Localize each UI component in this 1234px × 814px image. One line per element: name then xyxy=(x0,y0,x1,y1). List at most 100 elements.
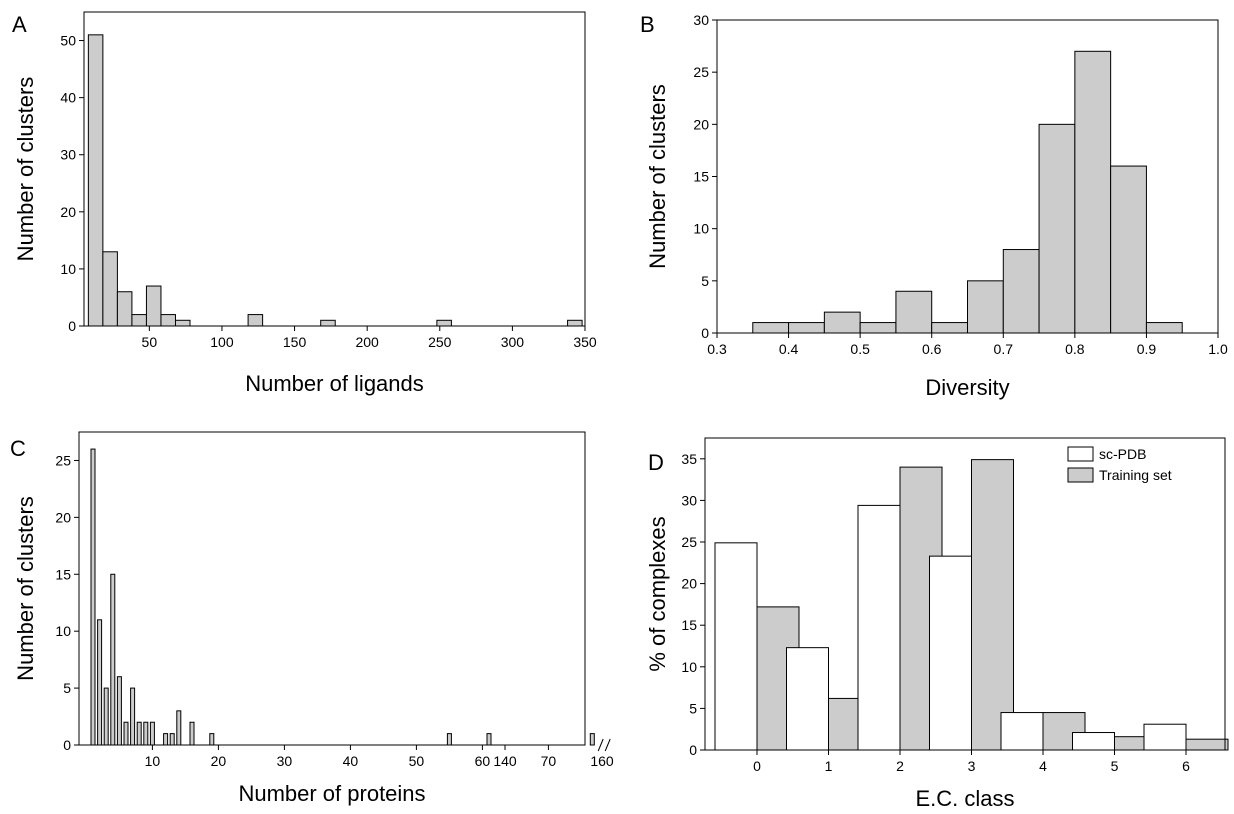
x-tick-label: 250 xyxy=(428,334,452,350)
histogram-bar xyxy=(103,687,109,746)
histogram-bar xyxy=(87,34,104,327)
histogram-bar xyxy=(967,280,1004,334)
histogram-bar xyxy=(1110,165,1147,334)
bar-sc-pdb xyxy=(1000,712,1044,751)
x-tick-label: 4 xyxy=(1039,758,1047,774)
histogram-bar xyxy=(145,285,162,327)
histogram-bar xyxy=(1002,249,1040,334)
histogram-bar xyxy=(174,319,191,327)
x-tick-label: 0.8 xyxy=(1065,341,1085,357)
bar-sc-pdb xyxy=(1143,723,1187,751)
x-tick-label: 1 xyxy=(825,758,833,774)
y-tick-label: 10 xyxy=(55,623,71,639)
y-axis-label: % of complexes xyxy=(645,516,670,671)
bar-sc-pdb xyxy=(714,542,758,751)
x-tick-label: 50 xyxy=(409,753,425,769)
histogram-bar xyxy=(1038,123,1076,334)
y-tick-label: 30 xyxy=(693,12,709,28)
x-tick-label: 100 xyxy=(210,334,234,350)
panel-letter: D xyxy=(648,450,664,475)
histogram-bar xyxy=(436,319,452,327)
x-tick-label: 10 xyxy=(145,753,161,769)
histogram-bar xyxy=(97,619,103,746)
histogram-bar xyxy=(247,314,264,327)
bar-training-set xyxy=(1185,738,1229,751)
legend-swatch xyxy=(1067,467,1094,483)
y-tick-label: 20 xyxy=(681,576,697,592)
y-axis-label: Number of clusters xyxy=(645,84,670,269)
y-tick-label: 5 xyxy=(689,700,697,716)
y-tick-label: 0 xyxy=(68,318,76,334)
histogram-bar xyxy=(895,290,933,334)
histogram-bar xyxy=(446,733,452,746)
y-axis-label: Number of clusters xyxy=(13,496,38,681)
histogram-bar xyxy=(136,721,142,746)
y-tick-label: 20 xyxy=(55,509,71,525)
panel-a: 0 10 20 30 40 50 50 100 150 200 250 300 350 A Number o… xyxy=(12,11,597,396)
y-tick-label: 25 xyxy=(693,64,709,80)
y-tick-label: 5 xyxy=(63,680,71,696)
histogram-bar xyxy=(130,687,136,746)
histogram-bar xyxy=(209,733,215,746)
x-tick-label: 150 xyxy=(283,334,307,350)
y-tick-label: 50 xyxy=(60,33,76,49)
histogram-bar xyxy=(589,733,595,746)
histogram-bar xyxy=(160,314,176,327)
histogram-bar xyxy=(567,319,583,327)
y-tick-label: 20 xyxy=(693,116,709,132)
x-tick-label: 200 xyxy=(355,334,379,350)
plot-frame xyxy=(83,11,586,327)
x-tick-label: 0.9 xyxy=(1137,341,1157,357)
histogram-bar xyxy=(859,322,897,334)
x-tick-label: 0.3 xyxy=(707,341,727,357)
y-tick-label: 0 xyxy=(701,325,709,341)
axis-break-mark xyxy=(597,738,604,752)
legend-swatch xyxy=(1067,446,1094,462)
histogram-bar xyxy=(320,319,336,327)
x-tick-label: 60 xyxy=(475,753,491,769)
x-tick-label: 20 xyxy=(211,753,227,769)
axis-break-gap xyxy=(600,739,611,751)
y-tick-label: 25 xyxy=(55,452,71,468)
legend-label: sc-PDB xyxy=(1099,446,1146,462)
bar-training-set xyxy=(971,459,1014,751)
histogram-bar xyxy=(931,322,969,334)
x-tick-label: 160 xyxy=(590,753,614,769)
panel-c: 0 5 10 15 20 25 10 20 30 40 50 60 70 140 160 C Number of… xyxy=(10,431,614,806)
histogram-bar xyxy=(102,251,118,327)
y-tick-label: 10 xyxy=(681,659,697,675)
legend-label: Training set xyxy=(1099,467,1172,483)
y-tick-label: 5 xyxy=(701,273,709,289)
x-tick-label: 0.6 xyxy=(922,341,942,357)
y-tick-label: 25 xyxy=(681,534,697,550)
x-tick-label: 5 xyxy=(1111,758,1119,774)
bar-sc-pdb xyxy=(929,555,972,751)
y-tick-label: 40 xyxy=(60,90,76,106)
panel-b: 0 5 10 15 20 25 30 0.3 0.4 0.5 0.6 0.7 0.8 0.9 1.0 B Num… xyxy=(640,12,1228,400)
histogram-bar xyxy=(752,322,790,334)
x-axis-label: Diversity xyxy=(925,375,1009,400)
histogram-bar xyxy=(1145,322,1183,334)
x-tick-label: 30 xyxy=(277,753,293,769)
bar-sc-pdb xyxy=(857,504,901,751)
histogram-bar xyxy=(1074,50,1112,334)
histogram-bar xyxy=(110,573,116,746)
bar-sc-pdb xyxy=(786,647,829,751)
histogram-bar xyxy=(143,721,149,746)
y-tick-label: 10 xyxy=(60,261,76,277)
panel-letter: C xyxy=(10,436,26,461)
x-tick-label: 50 xyxy=(142,334,158,350)
y-tick-label: 15 xyxy=(693,169,709,185)
y-tick-label: 0 xyxy=(689,742,697,758)
x-tick-label: 70 xyxy=(541,753,557,769)
histogram-bar xyxy=(176,710,182,746)
y-tick-label: 30 xyxy=(681,492,697,508)
plot-frame xyxy=(78,431,586,746)
histogram-bar xyxy=(116,291,133,327)
x-tick-label: 350 xyxy=(573,334,597,350)
x-tick-label: 300 xyxy=(501,334,525,350)
x-axis-label: E.C. class xyxy=(915,786,1014,811)
plot-frame xyxy=(704,437,1226,751)
y-tick-label: 35 xyxy=(681,451,697,467)
x-tick-label: 6 xyxy=(1182,758,1190,774)
